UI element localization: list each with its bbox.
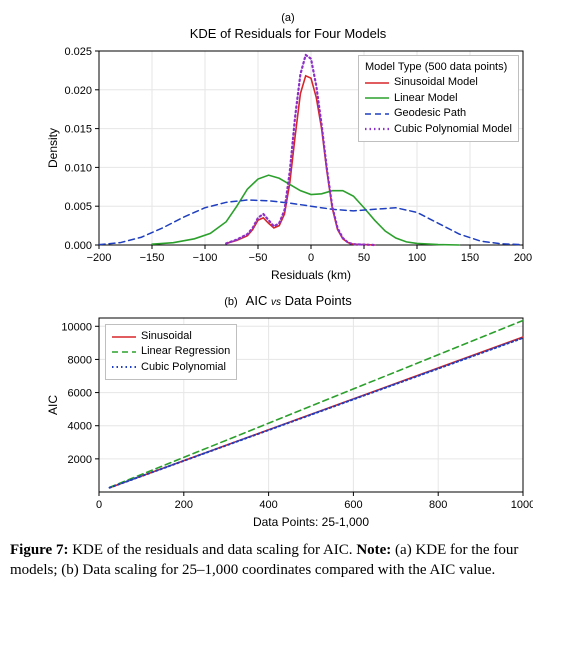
- svg-text:0.015: 0.015: [64, 124, 92, 136]
- legend-item: Cubic Polynomial Model: [365, 122, 512, 137]
- legend-label: Sinusoidal Model: [394, 75, 478, 90]
- svg-text:10000: 10000: [61, 321, 92, 333]
- svg-text:200: 200: [175, 499, 193, 511]
- legend-label: Geodesic Path: [394, 106, 466, 121]
- panel-b-sublabel: (b): [224, 296, 237, 308]
- svg-text:150: 150: [461, 252, 479, 264]
- svg-text:−50: −50: [249, 252, 268, 264]
- svg-text:0.005: 0.005: [64, 201, 92, 213]
- plot-a: −200 −150 −100 −50 0 50 100 150 200 0.000 0.005 0.0…: [43, 43, 533, 283]
- figure-label: Figure 7:: [10, 542, 68, 558]
- legend-item: Sinusoidal Model: [365, 75, 512, 90]
- svg-text:0: 0: [96, 499, 102, 511]
- svg-text:0.010: 0.010: [64, 162, 92, 174]
- svg-text:200: 200: [514, 252, 532, 264]
- svg-text:0.025: 0.025: [64, 46, 92, 58]
- svg-text:AIC: AIC: [46, 395, 60, 415]
- svg-text:50: 50: [358, 252, 370, 264]
- legend-label: Cubic Polynomial: [141, 360, 226, 375]
- legend-label: Sinusoidal: [141, 329, 192, 344]
- svg-text:4000: 4000: [68, 421, 92, 433]
- legend-title: Model Type (500 data points): [365, 60, 512, 75]
- legend-item: Linear Model: [365, 91, 512, 106]
- svg-text:Density: Density: [46, 128, 60, 168]
- svg-text:0.000: 0.000: [64, 240, 92, 252]
- svg-text:0: 0: [308, 252, 314, 264]
- svg-text:Data Points: 25-1,000: Data Points: 25-1,000: [253, 515, 369, 529]
- legend-label: Cubic Polynomial Model: [394, 122, 512, 137]
- legend-item: Linear Regression: [112, 344, 230, 359]
- plot-b: 0 200 400 600 800 1000 2000 4000 6000 8000 10000 Da…: [43, 310, 533, 530]
- caption-main: KDE of the residuals and data scaling fo…: [68, 542, 356, 558]
- legend-item: Geodesic Path: [365, 106, 512, 121]
- figure-container: (a) KDE of Residuals for Four Models −20…: [10, 10, 556, 581]
- svg-text:1000: 1000: [511, 499, 533, 511]
- svg-text:800: 800: [429, 499, 447, 511]
- legend-label: Linear Regression: [141, 344, 230, 359]
- svg-text:−150: −150: [140, 252, 165, 264]
- svg-text:600: 600: [344, 499, 362, 511]
- svg-text:−200: −200: [87, 252, 112, 264]
- svg-text:8000: 8000: [68, 354, 92, 366]
- panel-a-title: KDE of Residuals for Four Models: [43, 22, 533, 43]
- figure-caption: Figure 7: KDE of the residuals and data …: [10, 540, 556, 581]
- svg-text:100: 100: [408, 252, 426, 264]
- legend: Model Type (500 data points)Sinusoidal M…: [358, 55, 519, 142]
- panel-b-title: AIC vs Data Points: [246, 289, 352, 310]
- panel-a: (a) KDE of Residuals for Four Models −20…: [43, 10, 533, 283]
- legend-label: Linear Model: [394, 91, 458, 106]
- panel-b: (b) AIC vs Data Points 0 200 400 600 800 1000…: [43, 289, 533, 530]
- svg-text:2000: 2000: [68, 454, 92, 466]
- svg-text:0.020: 0.020: [64, 85, 92, 97]
- legend-item: Cubic Polynomial: [112, 360, 230, 375]
- caption-note-label: Note:: [356, 542, 391, 558]
- svg-text:6000: 6000: [68, 388, 92, 400]
- legend: SinusoidalLinear RegressionCubic Polynom…: [105, 324, 237, 380]
- svg-text:−100: −100: [193, 252, 218, 264]
- svg-text:Residuals (km): Residuals (km): [271, 268, 351, 282]
- legend-item: Sinusoidal: [112, 329, 230, 344]
- svg-text:400: 400: [259, 499, 277, 511]
